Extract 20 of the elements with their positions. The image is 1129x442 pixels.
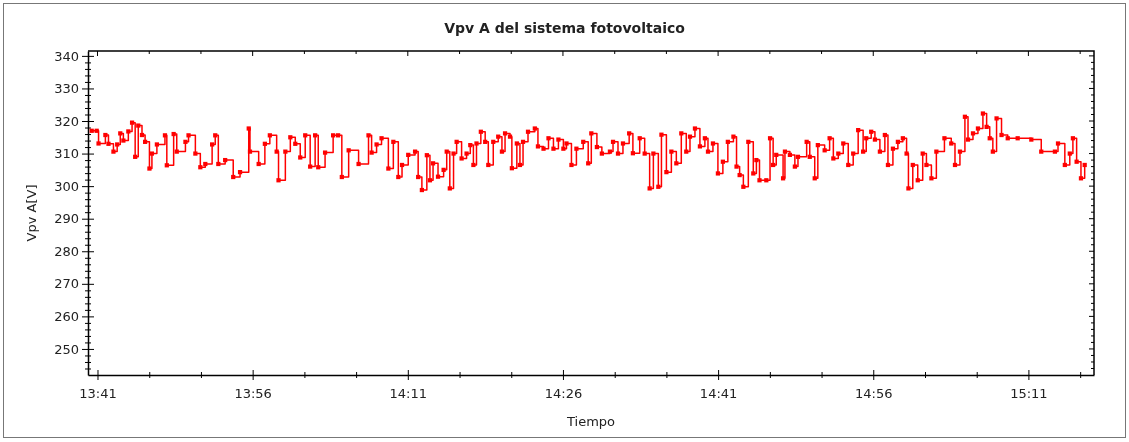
x-axis-title: Tiempo — [565, 414, 616, 429]
x-tick-label: 14:56 — [855, 386, 893, 402]
y-tick-label: 250 — [54, 341, 79, 357]
y-tick-label: 280 — [54, 243, 79, 259]
y-tick-label: 260 — [54, 309, 79, 325]
x-tick-label: 14:41 — [699, 386, 738, 402]
x-tick-label: 14:11 — [389, 386, 428, 402]
y-tick-label: 340 — [54, 48, 79, 64]
y-tick-label: 300 — [54, 178, 79, 194]
x-tick-label: 13:41 — [79, 386, 117, 402]
y-axis-title: Vpv A[V] — [24, 184, 39, 242]
y-tick-label: 290 — [54, 211, 79, 227]
y-tick-label: 310 — [54, 146, 79, 162]
y-tick-label: 320 — [54, 113, 79, 129]
x-tick-label: 15:11 — [1010, 386, 1048, 402]
x-tick-label: 13:56 — [234, 386, 272, 402]
chart-title: Vpv A del sistema fotovoltaico — [444, 20, 686, 36]
x-tick-label: 14:26 — [544, 386, 583, 402]
y-tick-label: 270 — [54, 276, 79, 292]
y-tick-label: 330 — [54, 81, 79, 97]
